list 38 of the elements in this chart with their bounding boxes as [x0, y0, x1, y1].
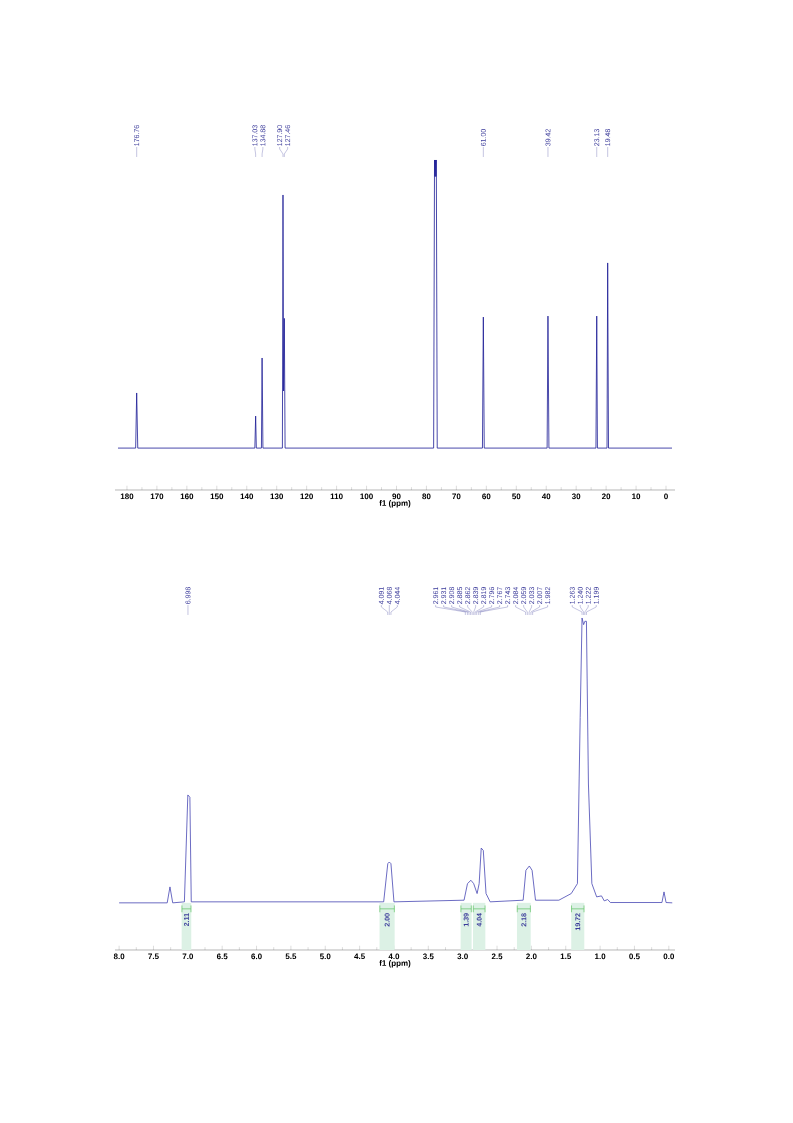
x-tick-label: 8.0: [113, 953, 125, 960]
x-tick-label: 0.0: [663, 953, 675, 960]
x-tick-label: 170: [150, 493, 164, 500]
x-tick-label: 80: [422, 493, 431, 500]
x-tick-label: 110: [330, 493, 343, 500]
x-tick-label: 7.5: [148, 953, 159, 960]
x-tick-label: 90: [392, 493, 401, 500]
x-tick-label: 120: [300, 493, 313, 500]
x-tick-label: 5.0: [319, 953, 331, 960]
x-tick-label: 100: [360, 493, 373, 500]
x-tick-label: 6.0: [251, 953, 262, 960]
x-tick-label: 1.0: [595, 953, 606, 960]
x-tick-label: 50: [512, 493, 521, 500]
x-tick-label: 4.0: [388, 953, 400, 960]
x-tick-label: 0: [664, 493, 668, 500]
x-tick-label: 4.5: [354, 953, 365, 960]
x-tick-label: 180: [120, 493, 134, 500]
x-tick-label: 3.0: [457, 953, 468, 960]
x-tick-label: 6.5: [216, 953, 228, 960]
x-tick-label: 20: [601, 493, 611, 500]
x-tick-label: 2.0: [526, 953, 537, 960]
x-tick-label: 0.5: [629, 953, 640, 960]
x-tick-label: 130: [270, 493, 284, 500]
x-tick-label: 70: [452, 493, 461, 500]
x-tick-label: 1.5: [560, 953, 572, 960]
x-tick-label: 150: [210, 493, 224, 500]
x-tick-label: 40: [541, 493, 551, 500]
x-axis-title: f1 (ppm): [379, 500, 411, 508]
x-axis-title: f1 (ppm): [379, 960, 411, 968]
x-tick-label: 10: [632, 493, 641, 500]
x-tick-label: 60: [482, 493, 491, 500]
x-tick-label: 140: [240, 493, 254, 500]
x-tick-label: 3.5: [422, 953, 434, 960]
x-tick-label: 5.5: [285, 953, 297, 960]
x-tick-label: 160: [180, 493, 194, 500]
x-tick-label: 7.0: [182, 953, 194, 960]
x-tick-label: 2.5: [491, 953, 503, 960]
x-tick-label: 30: [571, 493, 581, 500]
